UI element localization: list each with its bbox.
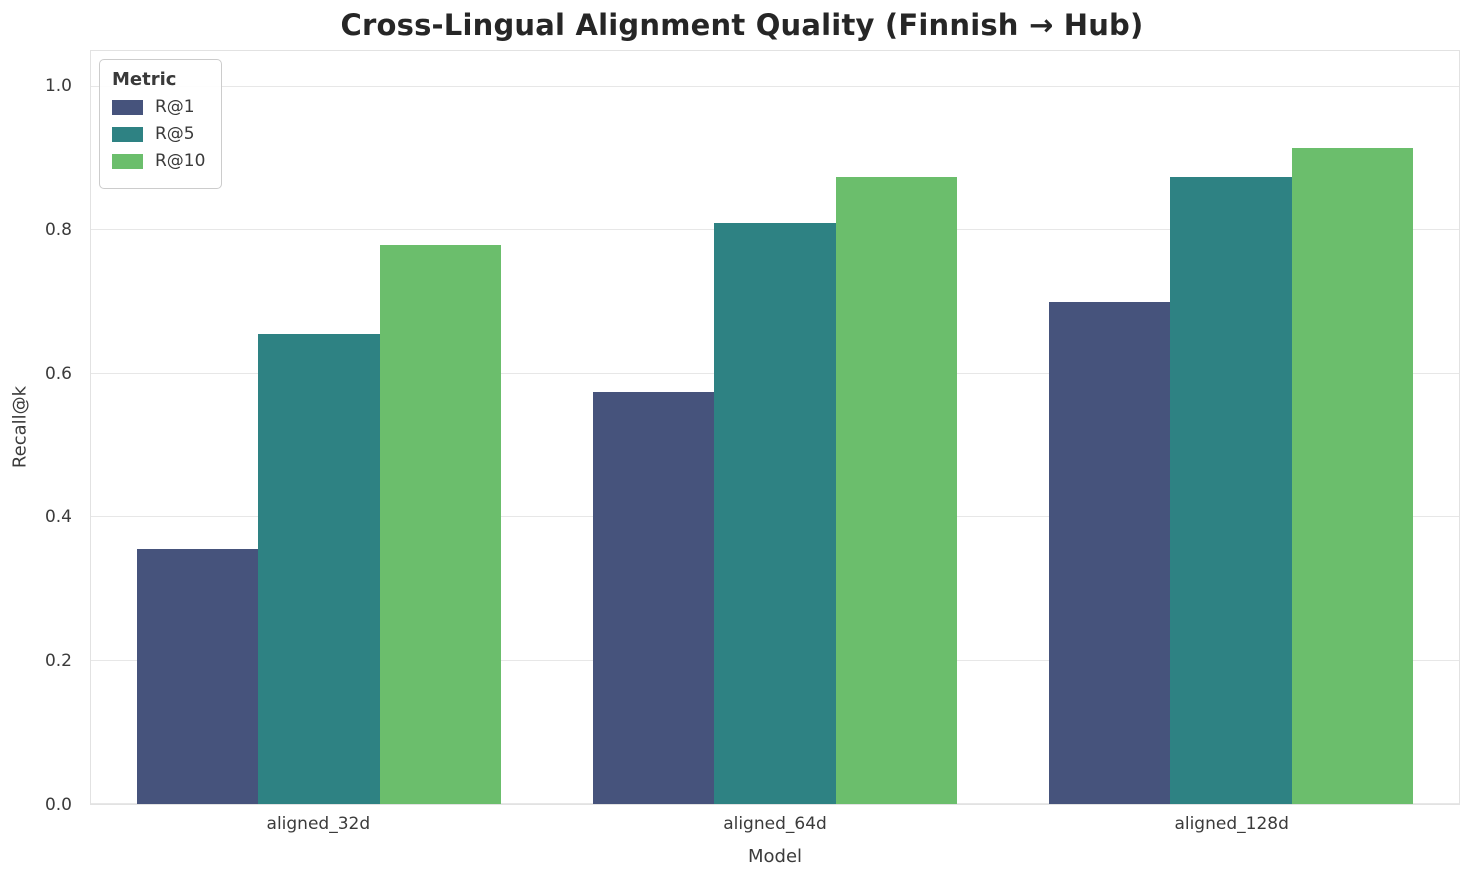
y-tick-label: 0.6: [44, 363, 72, 384]
bar-r-at-10-aligned_32d: [379, 244, 502, 804]
bar-r-at-1-aligned_128d: [1048, 302, 1171, 804]
y-tick-label: 0.8: [44, 219, 72, 240]
bar-group-aligned_128d: [1003, 51, 1459, 804]
legend-title: Metric: [112, 69, 177, 90]
y-tick-label: 0.2: [44, 651, 72, 672]
bar-r-at-1-aligned_32d: [136, 549, 259, 804]
legend-item-r-at-5: R@5: [112, 124, 205, 144]
x-tick-label-aligned_64d: aligned_64d: [723, 814, 827, 834]
x-axis-ticks: aligned_32d aligned_64d aligned_128d: [90, 814, 1460, 838]
bar-group-aligned_64d: [547, 51, 1003, 804]
x-tick-label-aligned_128d: aligned_128d: [1174, 814, 1289, 834]
y-tick-label: 1.0: [44, 75, 72, 96]
bar-r-at-5-aligned_64d: [714, 223, 836, 804]
y-tick-label: 0.0: [44, 795, 72, 815]
bar-r-at-5-aligned_128d: [1170, 176, 1292, 804]
chart-title: Cross-Lingual Alignment Quality (Finnish…: [340, 8, 1144, 42]
legend-swatch-icon: [112, 126, 143, 142]
bar-r-at-5-aligned_32d: [258, 334, 380, 804]
legend: Metric R@1 R@5 R@10: [99, 59, 223, 189]
bar-groups: [91, 51, 1459, 804]
y-tick-label: 0.4: [44, 507, 72, 528]
legend-swatch-icon: [112, 153, 143, 169]
bar-group-aligned_32d: [91, 51, 547, 804]
x-tick-label-aligned_32d: aligned_32d: [266, 814, 371, 834]
legend-item-r-at-1: R@1: [112, 97, 205, 117]
plot-area: Metric R@1 R@5 R@10: [90, 50, 1460, 805]
x-axis-label: Model: [747, 846, 803, 867]
y-axis-ticks: 0.0 0.2 0.4 0.6 0.8 1.0: [0, 50, 82, 815]
legend-swatch-icon: [112, 99, 143, 115]
bar-r-at-10-aligned_64d: [835, 176, 958, 804]
legend-item-r-at-10: R@10: [112, 151, 205, 171]
bar-r-at-1-aligned_64d: [592, 391, 715, 804]
legend-items: R@1 R@5 R@10: [112, 97, 205, 171]
gridline: [91, 85, 1459, 87]
bar-r-at-10-aligned_128d: [1291, 147, 1414, 804]
legend-label: R@1: [155, 97, 195, 117]
legend-label: R@10: [155, 151, 206, 171]
legend-label: R@5: [155, 124, 195, 144]
